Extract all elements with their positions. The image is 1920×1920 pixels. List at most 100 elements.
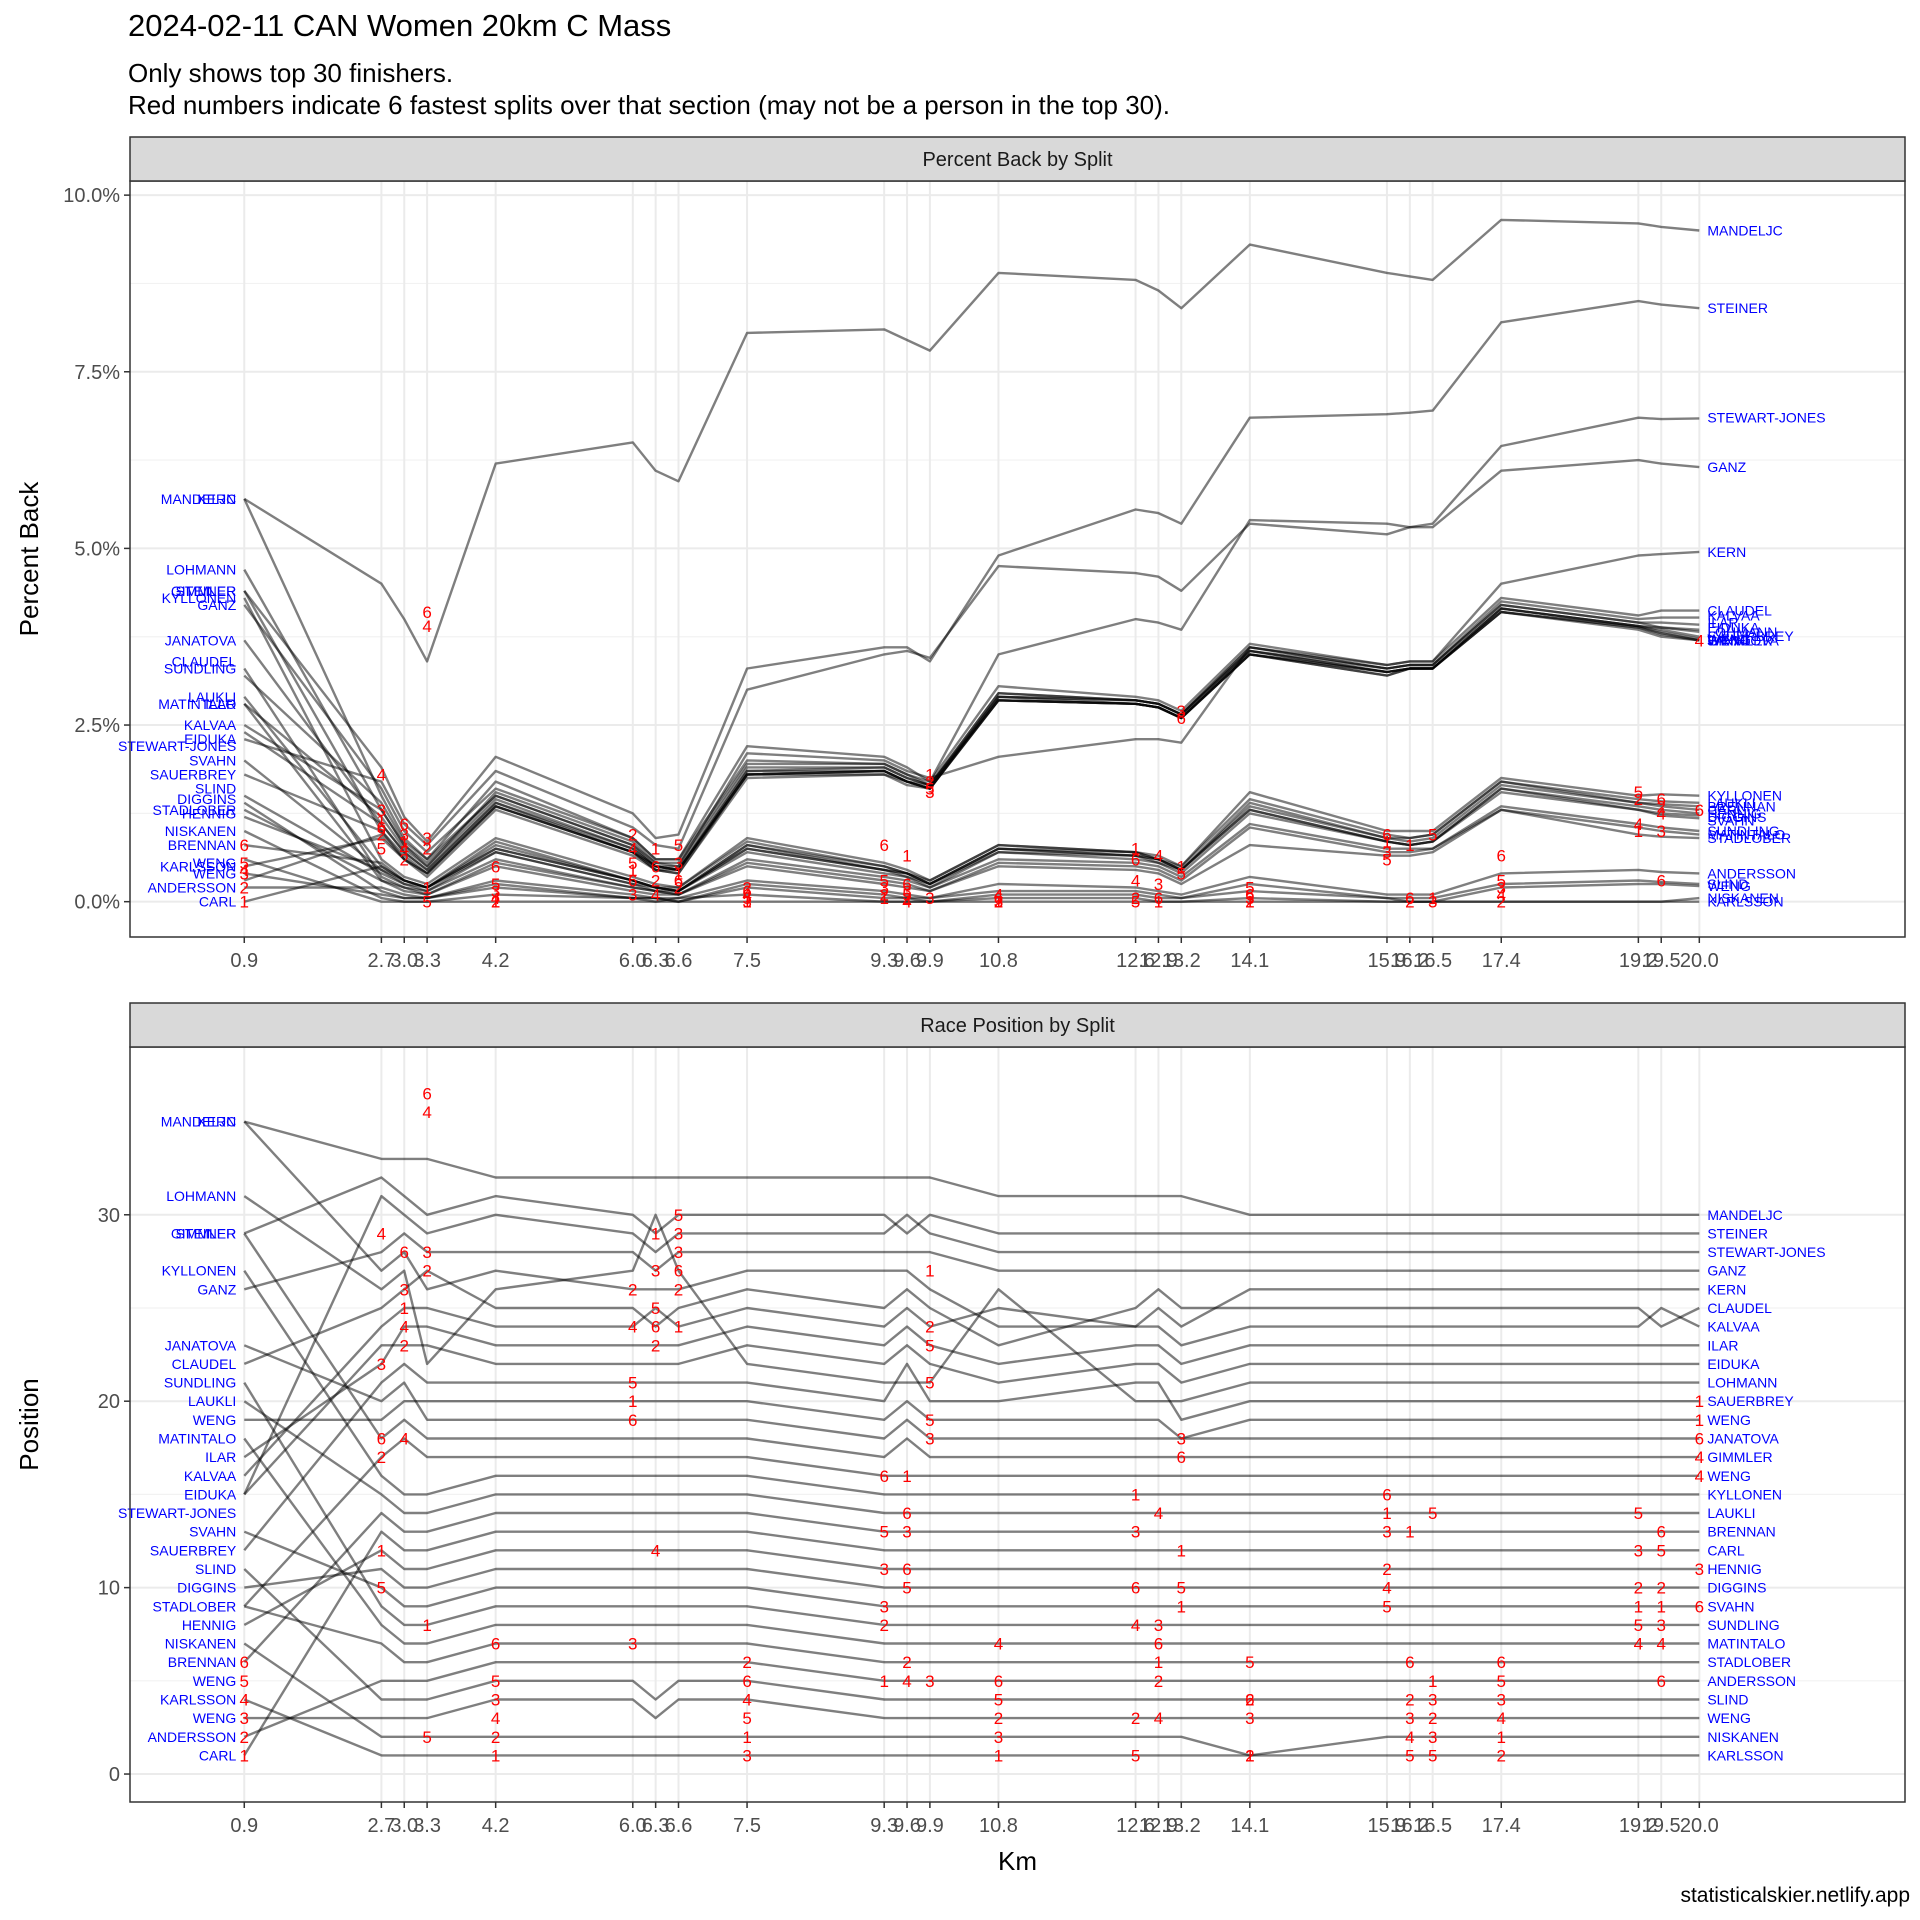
panel2-split-rank-mark: 5 <box>1497 1672 1506 1691</box>
panel2-split-rank-mark: 3 <box>1245 1709 1254 1728</box>
panel1-split-rank-mark: 4 <box>1497 886 1506 905</box>
panel1-split-rank-mark: 3 <box>902 882 911 901</box>
panel1-y-tick-label: 0.0% <box>74 892 120 914</box>
panel2-split-rank-mark: 3 <box>240 1709 249 1728</box>
panel1-end-name-label: STEWART-JONES <box>1707 410 1825 426</box>
panel2-split-rank-mark: 1 <box>879 1672 888 1691</box>
panel1-series-line-ganz <box>243 458 1700 861</box>
panel1-end-name-label: STADLOBER <box>1707 830 1791 846</box>
panel1-start-name-label: KYLLONEN <box>162 590 237 606</box>
panel1-y-tick-label: 7.5% <box>74 362 120 384</box>
panel2-split-rank-mark: 2 <box>377 1448 386 1467</box>
panel2-split-rank-mark: 5 <box>994 1690 1003 1709</box>
panel1-split-rank-mark: 6 <box>674 871 683 890</box>
panel2-split-rank-mark: 2 <box>902 1653 911 1672</box>
panel1-x-tick-label: 12.9 <box>1139 950 1178 972</box>
panel1-start-name-label: CARL <box>199 894 237 910</box>
panel1-start-name-label: DIGGINS <box>177 791 236 807</box>
panel1-split-rank-mark: 2 <box>879 886 888 905</box>
panel1-split-rank-mark: 4 <box>994 886 1003 905</box>
panel2-series-line-niskanen <box>243 1642 1700 1757</box>
panel2-split-rank-mark: 4 <box>1382 1579 1391 1598</box>
panel2-series-line-ganz <box>243 1232 1700 1291</box>
panel2-split-rank-mark: 1 <box>742 1728 751 1747</box>
panel1-split-rank-mark: 4 <box>1634 815 1643 834</box>
panel1-end-name-label: LOHMANN <box>1707 624 1777 640</box>
panel1-split-rank-mark: 5 <box>1382 850 1391 869</box>
panel2-start-name-label: SAUERBREY <box>150 1542 237 1558</box>
panel1-split-rank-mark: 6 <box>742 882 751 901</box>
panel1-split-rank-mark: 3 <box>240 864 249 883</box>
panel1-split-rank-mark: 1 <box>674 864 683 883</box>
panel2-x-tick-label: 20.0 <box>1680 1815 1719 1837</box>
panel2-end-name-label: KYLLONEN <box>1707 1486 1782 1502</box>
panel1-split-rank-mark: 5 <box>1131 893 1140 912</box>
panel2-split-rank-mark: 4 <box>1405 1728 1414 1747</box>
panel1-split-rank-mark: 2 <box>1497 893 1506 912</box>
panel1-split-rank-mark: 3 <box>377 801 386 820</box>
panel1-split-rank-mark: 5 <box>491 875 500 894</box>
panel1-end-name-label: CLAUDEL <box>1707 603 1772 619</box>
panel2-series-line-kyllonen <box>243 1270 1700 1496</box>
panel1-start-name-label: ILAR <box>205 696 236 712</box>
panel1-split-rank-mark: 5 <box>1177 864 1186 883</box>
panel2-end-name-label: EIDUKA <box>1707 1356 1760 1372</box>
panel2-split-rank-mark: 6 <box>1656 1523 1665 1542</box>
panel1-end-name-label: WENG <box>1707 632 1751 648</box>
panel2-start-name-label: BRENNAN <box>168 1654 236 1670</box>
panel2-start-name-label: KALVAA <box>184 1468 237 1484</box>
panel1-end-name-label: KALVAA <box>1707 608 1760 624</box>
panel2-x-tick-label: 2.7 <box>367 1815 395 1837</box>
panel1-split-rank-mark: 1 <box>1154 893 1163 912</box>
panel2-split-rank-mark: 6 <box>1131 1579 1140 1598</box>
panel1-split-rank-mark: 2 <box>377 826 386 845</box>
panel1-split-rank-mark: 1 <box>902 847 911 866</box>
panel1-end-name-label: GANZ <box>1707 459 1746 475</box>
panel2-split-rank-mark: 1 <box>1656 1597 1665 1616</box>
panel2-split-rank-mark: 1 <box>1382 1504 1391 1523</box>
panel2-split-rank-mark: 5 <box>674 1206 683 1225</box>
panel1-split-rank-mark: 6 <box>879 836 888 855</box>
panel1-start-name-label: LAUKLI <box>188 689 236 705</box>
panel2-split-rank-mark: 1 <box>651 1224 660 1243</box>
panel2-series-line-weng <box>243 1437 1700 1608</box>
panel2-split-rank-mark: 6 <box>1695 1597 1704 1616</box>
panel2-split-rank-mark: 3 <box>742 1746 751 1765</box>
panel1-split-rank-mark: 2 <box>925 773 934 792</box>
panel2-split-rank-mark: 2 <box>1131 1709 1140 1728</box>
panel2-end-name-label: KALVAA <box>1707 1319 1760 1335</box>
panel2-start-name-label: HENNIG <box>182 1617 236 1633</box>
panel2-split-rank-mark: 1 <box>674 1318 683 1337</box>
panel2-series-line-sundling <box>243 1381 1700 1627</box>
panel2-x-axis-title: Km <box>998 1846 1037 1876</box>
panel2-split-rank-mark: 2 <box>1382 1560 1391 1579</box>
panel1-split-rank-mark: 1 <box>400 833 409 852</box>
panel2-split-rank-mark: 3 <box>1382 1523 1391 1542</box>
panel2-end-name-label: LAUKLI <box>1707 1505 1755 1521</box>
panel2-split-rank-mark: 6 <box>1382 1485 1391 1504</box>
panel2-start-name-label: DIGGINS <box>177 1580 236 1596</box>
panel2-series-line-stewart-jones <box>243 1194 1700 1495</box>
panel1-x-tick-label: 7.5 <box>733 950 761 972</box>
panel1-series-line-mandeljc <box>243 218 1700 663</box>
panel2-end-name-label: SUNDLING <box>1707 1617 1779 1633</box>
panel2-split-rank-mark: 6 <box>628 1411 637 1430</box>
panel2-split-rank-mark: 2 <box>1497 1746 1506 1765</box>
panel2-split-rank-mark: 3 <box>1428 1728 1437 1747</box>
panel1-series-line-svahn <box>243 759 1700 893</box>
panel2-split-rank-mark: 5 <box>1177 1579 1186 1598</box>
panel2-end-name-label: STADLOBER <box>1707 1654 1791 1670</box>
panel2-end-name-label: STEWART-JONES <box>1707 1244 1825 1260</box>
panel2-start-name-label: KERN <box>197 1114 236 1130</box>
panel2-end-name-label: BRENNAN <box>1707 1524 1775 1540</box>
panel1-y-tick-label: 2.5% <box>74 715 120 737</box>
panel1-split-rank-mark: 6 <box>1245 886 1254 905</box>
panel2-y-tick-label: 30 <box>98 1205 120 1227</box>
panel1-split-rank-mark: 1 <box>377 811 386 830</box>
panel2-x-tick-label: 9.9 <box>916 1815 944 1837</box>
panel2-split-rank-mark: 5 <box>925 1411 934 1430</box>
panel1-end-name-label: NISKANEN <box>1707 890 1779 906</box>
panel2-series-line-karlsson <box>243 1698 1700 1757</box>
panel1-split-rank-mark: 6 <box>1405 889 1414 908</box>
panel2-y-tick-label: 0 <box>109 1764 120 1786</box>
